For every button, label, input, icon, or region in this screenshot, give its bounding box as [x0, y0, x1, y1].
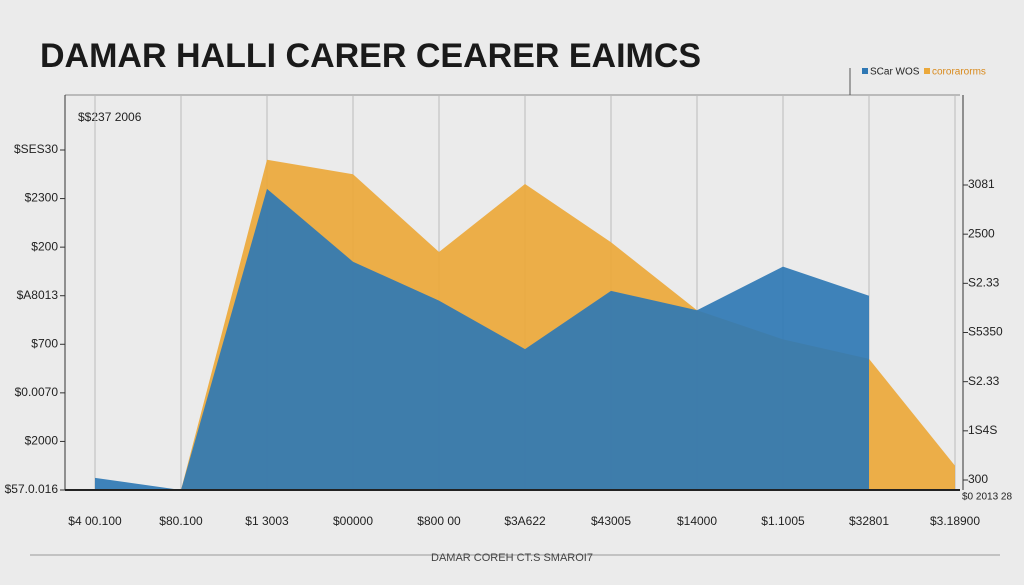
x-tick-label: $32801: [849, 514, 889, 528]
legend-label: cororarorms: [932, 67, 986, 78]
x-tick-label: $43005: [591, 514, 631, 528]
annotation: $0 2013 28: [962, 492, 1012, 503]
x-tick-label: $3A622: [504, 514, 546, 528]
area: [95, 188, 869, 490]
y-tick-label: $A8013: [17, 288, 59, 302]
y2-tick-label: 300: [968, 472, 988, 486]
y-tick-label: $0.0070: [15, 385, 59, 399]
legend-label: SCar WOS: [870, 67, 920, 78]
y-tick-label: $2000: [25, 434, 59, 448]
y-tick-label: $200: [31, 239, 58, 253]
y2-tick-label: 3081: [968, 177, 995, 191]
x-tick-label: $1 3003: [245, 514, 289, 528]
legend-swatch: [924, 68, 930, 74]
y2-tick-label: S5350: [968, 325, 1003, 339]
y-tick-label: $700: [31, 336, 58, 350]
y-tick-label: $SES30: [14, 142, 58, 156]
y2-tick-label: 1S4S: [968, 423, 997, 437]
x-tick-label: $4 00.100: [68, 514, 122, 528]
x-tick-label: $00000: [333, 514, 373, 528]
y-tick-label: $57.0.016: [5, 482, 59, 496]
x-tick-label: $800 00: [417, 514, 461, 528]
x-tick-label: $80.100: [159, 514, 203, 528]
y2-tick-label: S2.33: [968, 276, 1000, 290]
x-tick-label: $1.1005: [761, 514, 805, 528]
x-tick-label: $3.18900: [930, 514, 980, 528]
y2-tick-label: 2500: [968, 226, 995, 240]
y2-tick-label: S2.33: [968, 374, 1000, 388]
caption: DAMAR COREH CT.S SMAROI7: [431, 552, 593, 564]
legend-swatch: [862, 68, 868, 74]
x-tick-label: $14000: [677, 514, 717, 528]
chart-title: DAMAR HALLI CARER CEARER EAIMCS: [40, 37, 701, 75]
y-tick-label: $2300: [25, 191, 59, 205]
subtitle: $$237 2006: [78, 110, 142, 124]
